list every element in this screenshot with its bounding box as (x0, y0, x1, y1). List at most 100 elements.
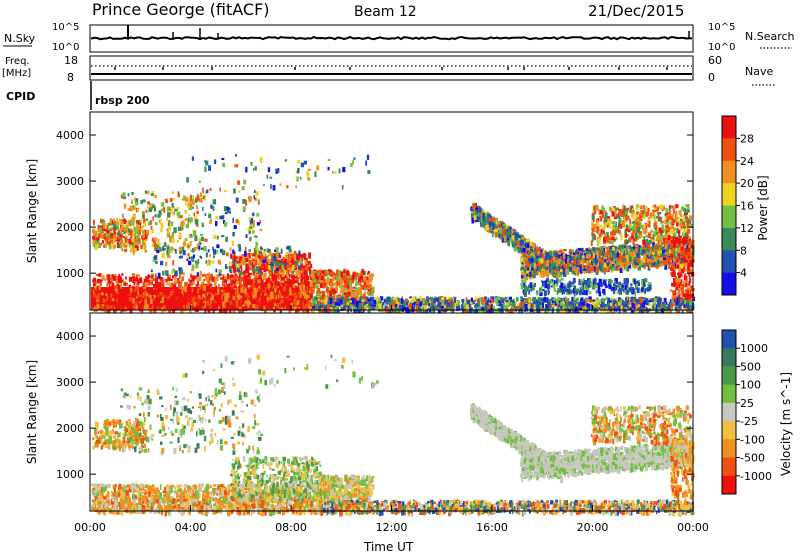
echo-cell (300, 162, 304, 168)
echo-cell (277, 273, 280, 279)
echo-cell (534, 249, 538, 255)
echo-cell (655, 309, 659, 315)
echo-cell (592, 301, 596, 306)
echo-cell (439, 302, 442, 305)
echo-cell (295, 276, 299, 281)
echo-cell (309, 293, 312, 299)
echo-cell (165, 261, 168, 267)
echo-cell (572, 305, 576, 309)
echo-cell (113, 309, 116, 315)
echo-cell (195, 263, 199, 269)
echo-cell (151, 237, 155, 242)
echo-cell (558, 300, 561, 303)
echo-cell (217, 259, 221, 265)
echo-cell (273, 253, 277, 258)
echo-cell (479, 298, 482, 302)
echo-cell (513, 229, 516, 233)
echo-cell (263, 268, 267, 273)
echo-cell (319, 270, 322, 277)
echo-cell (259, 220, 262, 224)
echo-cell (648, 300, 652, 303)
echo-cell (271, 275, 274, 281)
echo-cell (344, 269, 348, 275)
echo-cell (516, 297, 519, 302)
echo-cell (334, 301, 339, 306)
echo-cell (463, 303, 466, 309)
echo-cell (244, 275, 247, 279)
echo-cell (482, 302, 485, 307)
echo-cell (145, 209, 148, 214)
echo-cell (158, 210, 162, 216)
echo-cell (116, 218, 118, 222)
echo-cell (187, 295, 191, 298)
echo-cell (242, 293, 246, 297)
echo-cell (454, 303, 457, 308)
echo-cell (233, 288, 237, 291)
echo-cell (135, 245, 139, 251)
cpid-label: CPID (6, 90, 35, 103)
echo-cell (138, 229, 141, 234)
echo-cell (316, 290, 319, 294)
echo-cell (111, 277, 113, 283)
echo-cell (494, 223, 497, 230)
echo-cell (296, 300, 300, 305)
echo-cell (267, 292, 269, 298)
echo-cell (270, 283, 274, 287)
echo-cell (200, 237, 205, 242)
echo-cell (231, 289, 235, 296)
echo-cell (142, 199, 146, 203)
echo-cell (320, 283, 323, 288)
echo-cell (437, 309, 442, 315)
echo-cell (97, 241, 100, 245)
echo-cell (344, 302, 347, 305)
echo-cell (108, 222, 111, 226)
echo-cell (153, 244, 157, 248)
echo-cell (193, 230, 197, 237)
echo-cell (516, 305, 520, 310)
echo-cell (199, 197, 203, 203)
echo-cell (680, 303, 683, 307)
echo-cell (270, 294, 274, 300)
echo-cell (253, 167, 255, 171)
echo-cell (150, 309, 153, 314)
echo-cell (287, 282, 292, 286)
echo-cell (237, 299, 241, 306)
echo-cell (141, 308, 144, 314)
echo-cell (116, 221, 120, 225)
echo-cell (186, 302, 188, 309)
echo-cell (185, 295, 188, 301)
echo-cell (230, 283, 233, 286)
echo-cell (171, 234, 174, 239)
echo-cell (297, 270, 300, 276)
echo-cell (608, 309, 611, 315)
echo-cell (325, 287, 330, 293)
echo-cell (266, 261, 269, 266)
echo-cell (249, 226, 253, 229)
echo-cell (690, 298, 692, 302)
echo-cell (263, 282, 267, 288)
echo-cell (142, 282, 145, 285)
echo-cell (324, 299, 328, 305)
echo-cell (174, 295, 178, 299)
echo-cell (590, 304, 593, 310)
echo-cell (665, 306, 669, 309)
echo-cell (212, 249, 217, 255)
echo-cell (193, 216, 198, 222)
echo-cell (187, 245, 190, 248)
echo-cell (195, 301, 198, 306)
echo-cell (305, 280, 308, 286)
echo-cell (214, 288, 216, 292)
echo-cell (362, 271, 365, 275)
echo-cell (284, 258, 288, 264)
echo-cell (254, 283, 258, 287)
freq-panel-frame (89, 55, 694, 81)
echo-cell (262, 257, 266, 260)
echo-cell (213, 159, 217, 165)
echo-cell (353, 157, 356, 160)
echo-cell (192, 248, 195, 253)
echo-cell (297, 160, 301, 164)
echo-cell (490, 222, 495, 226)
echo-cell (269, 272, 272, 275)
echo-cell (236, 259, 238, 264)
